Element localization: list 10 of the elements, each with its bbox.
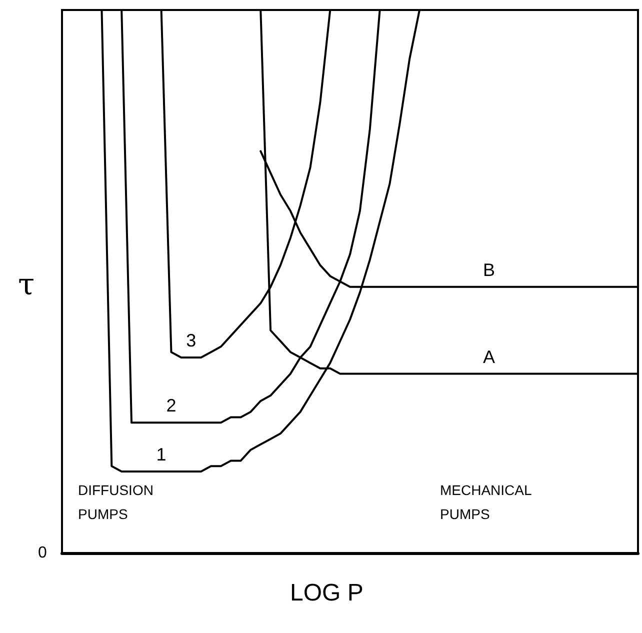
series-label: 1 — [156, 444, 166, 465]
series-label: 2 — [166, 396, 176, 416]
series-label: A — [483, 346, 496, 367]
series-label: B — [483, 260, 496, 280]
series-label: 3 — [186, 330, 196, 351]
text: 0 — [38, 544, 47, 562]
x-axis-title: LOG P — [290, 580, 364, 606]
y-axis-title: τ — [18, 268, 35, 302]
annotation: DIFFUSION PUMPS — [78, 482, 158, 522]
annotation: MECHANICAL PUMPS — [440, 482, 536, 522]
